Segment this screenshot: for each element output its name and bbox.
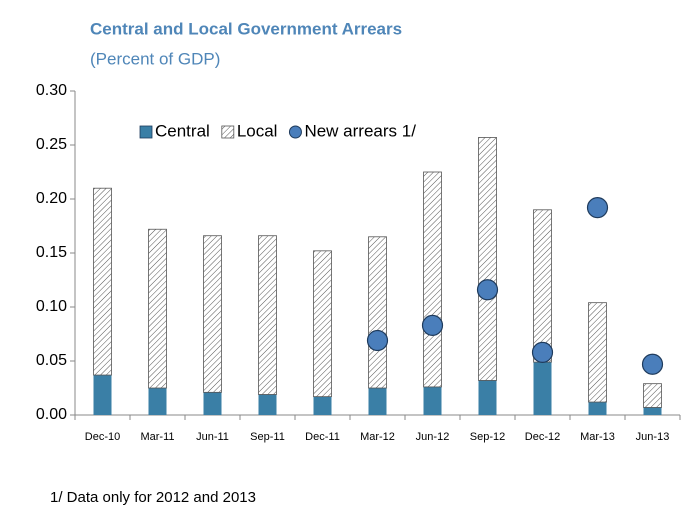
marker xyxy=(366,329,389,352)
bar-segment xyxy=(368,236,387,389)
footnote: 1/ Data only for 2012 and 2013 xyxy=(50,489,256,506)
marker xyxy=(531,341,554,363)
chart-title: Central and Local Government Arrears xyxy=(90,19,402,38)
marker xyxy=(586,197,609,219)
y-tick-label: 0.25 xyxy=(36,136,67,153)
bar-segment xyxy=(93,187,112,376)
bar-segment xyxy=(588,302,607,403)
bar-segment xyxy=(258,394,277,415)
bar-segment xyxy=(203,235,222,393)
bar-segment xyxy=(588,402,607,415)
x-tick-label: Mar-11 xyxy=(140,431,174,443)
bar-segment xyxy=(148,228,167,389)
bar-segment xyxy=(478,380,497,415)
y-tick-label: 0.15 xyxy=(36,244,67,261)
y-tick-label: 0.10 xyxy=(36,298,67,315)
bar-segment xyxy=(533,209,552,363)
marker xyxy=(476,279,499,301)
y-tick-label: 0.00 xyxy=(36,406,67,423)
legend-swatch xyxy=(139,125,153,139)
x-tick-label: Mar-12 xyxy=(360,431,395,443)
x-tick-label: Jun-12 xyxy=(416,431,450,443)
bar-segment xyxy=(313,396,332,415)
chart-subtitle: (Percent of GDP) xyxy=(90,49,220,68)
legend-label: New arrears 1/ xyxy=(304,121,416,140)
y-tick-label: 0.30 xyxy=(36,82,67,99)
legend-label: Local xyxy=(237,121,278,140)
x-tick-label: Jun-13 xyxy=(636,431,670,443)
x-tick-label: Jun-11 xyxy=(196,431,229,443)
bar-segment xyxy=(258,235,277,395)
legend-swatch xyxy=(221,125,235,139)
bar-segment xyxy=(478,137,497,381)
bar-segment xyxy=(423,171,442,388)
bar-segment xyxy=(203,392,222,415)
legend-marker xyxy=(288,125,302,139)
marker xyxy=(641,353,664,375)
bar-segment xyxy=(533,362,552,415)
legend-label: Central xyxy=(155,121,210,140)
x-tick-label: Dec-11 xyxy=(305,431,340,443)
bar-segment xyxy=(313,250,332,398)
x-tick-label: Sep-12 xyxy=(470,431,505,443)
bar-segment xyxy=(643,383,662,408)
bar-segment xyxy=(93,375,112,415)
bar-segment xyxy=(148,388,167,415)
bar-segment xyxy=(423,386,442,415)
x-tick-label: Dec-12 xyxy=(525,431,560,443)
x-tick-label: Sep-11 xyxy=(250,431,285,443)
y-tick-label: 0.05 xyxy=(36,352,67,369)
x-tick-label: Dec-10 xyxy=(85,431,120,443)
marker xyxy=(421,314,444,336)
y-tick-label: 0.20 xyxy=(36,190,67,207)
bar-segment xyxy=(643,407,662,415)
bar-segment xyxy=(368,388,387,415)
x-tick-label: Mar-13 xyxy=(580,431,615,443)
